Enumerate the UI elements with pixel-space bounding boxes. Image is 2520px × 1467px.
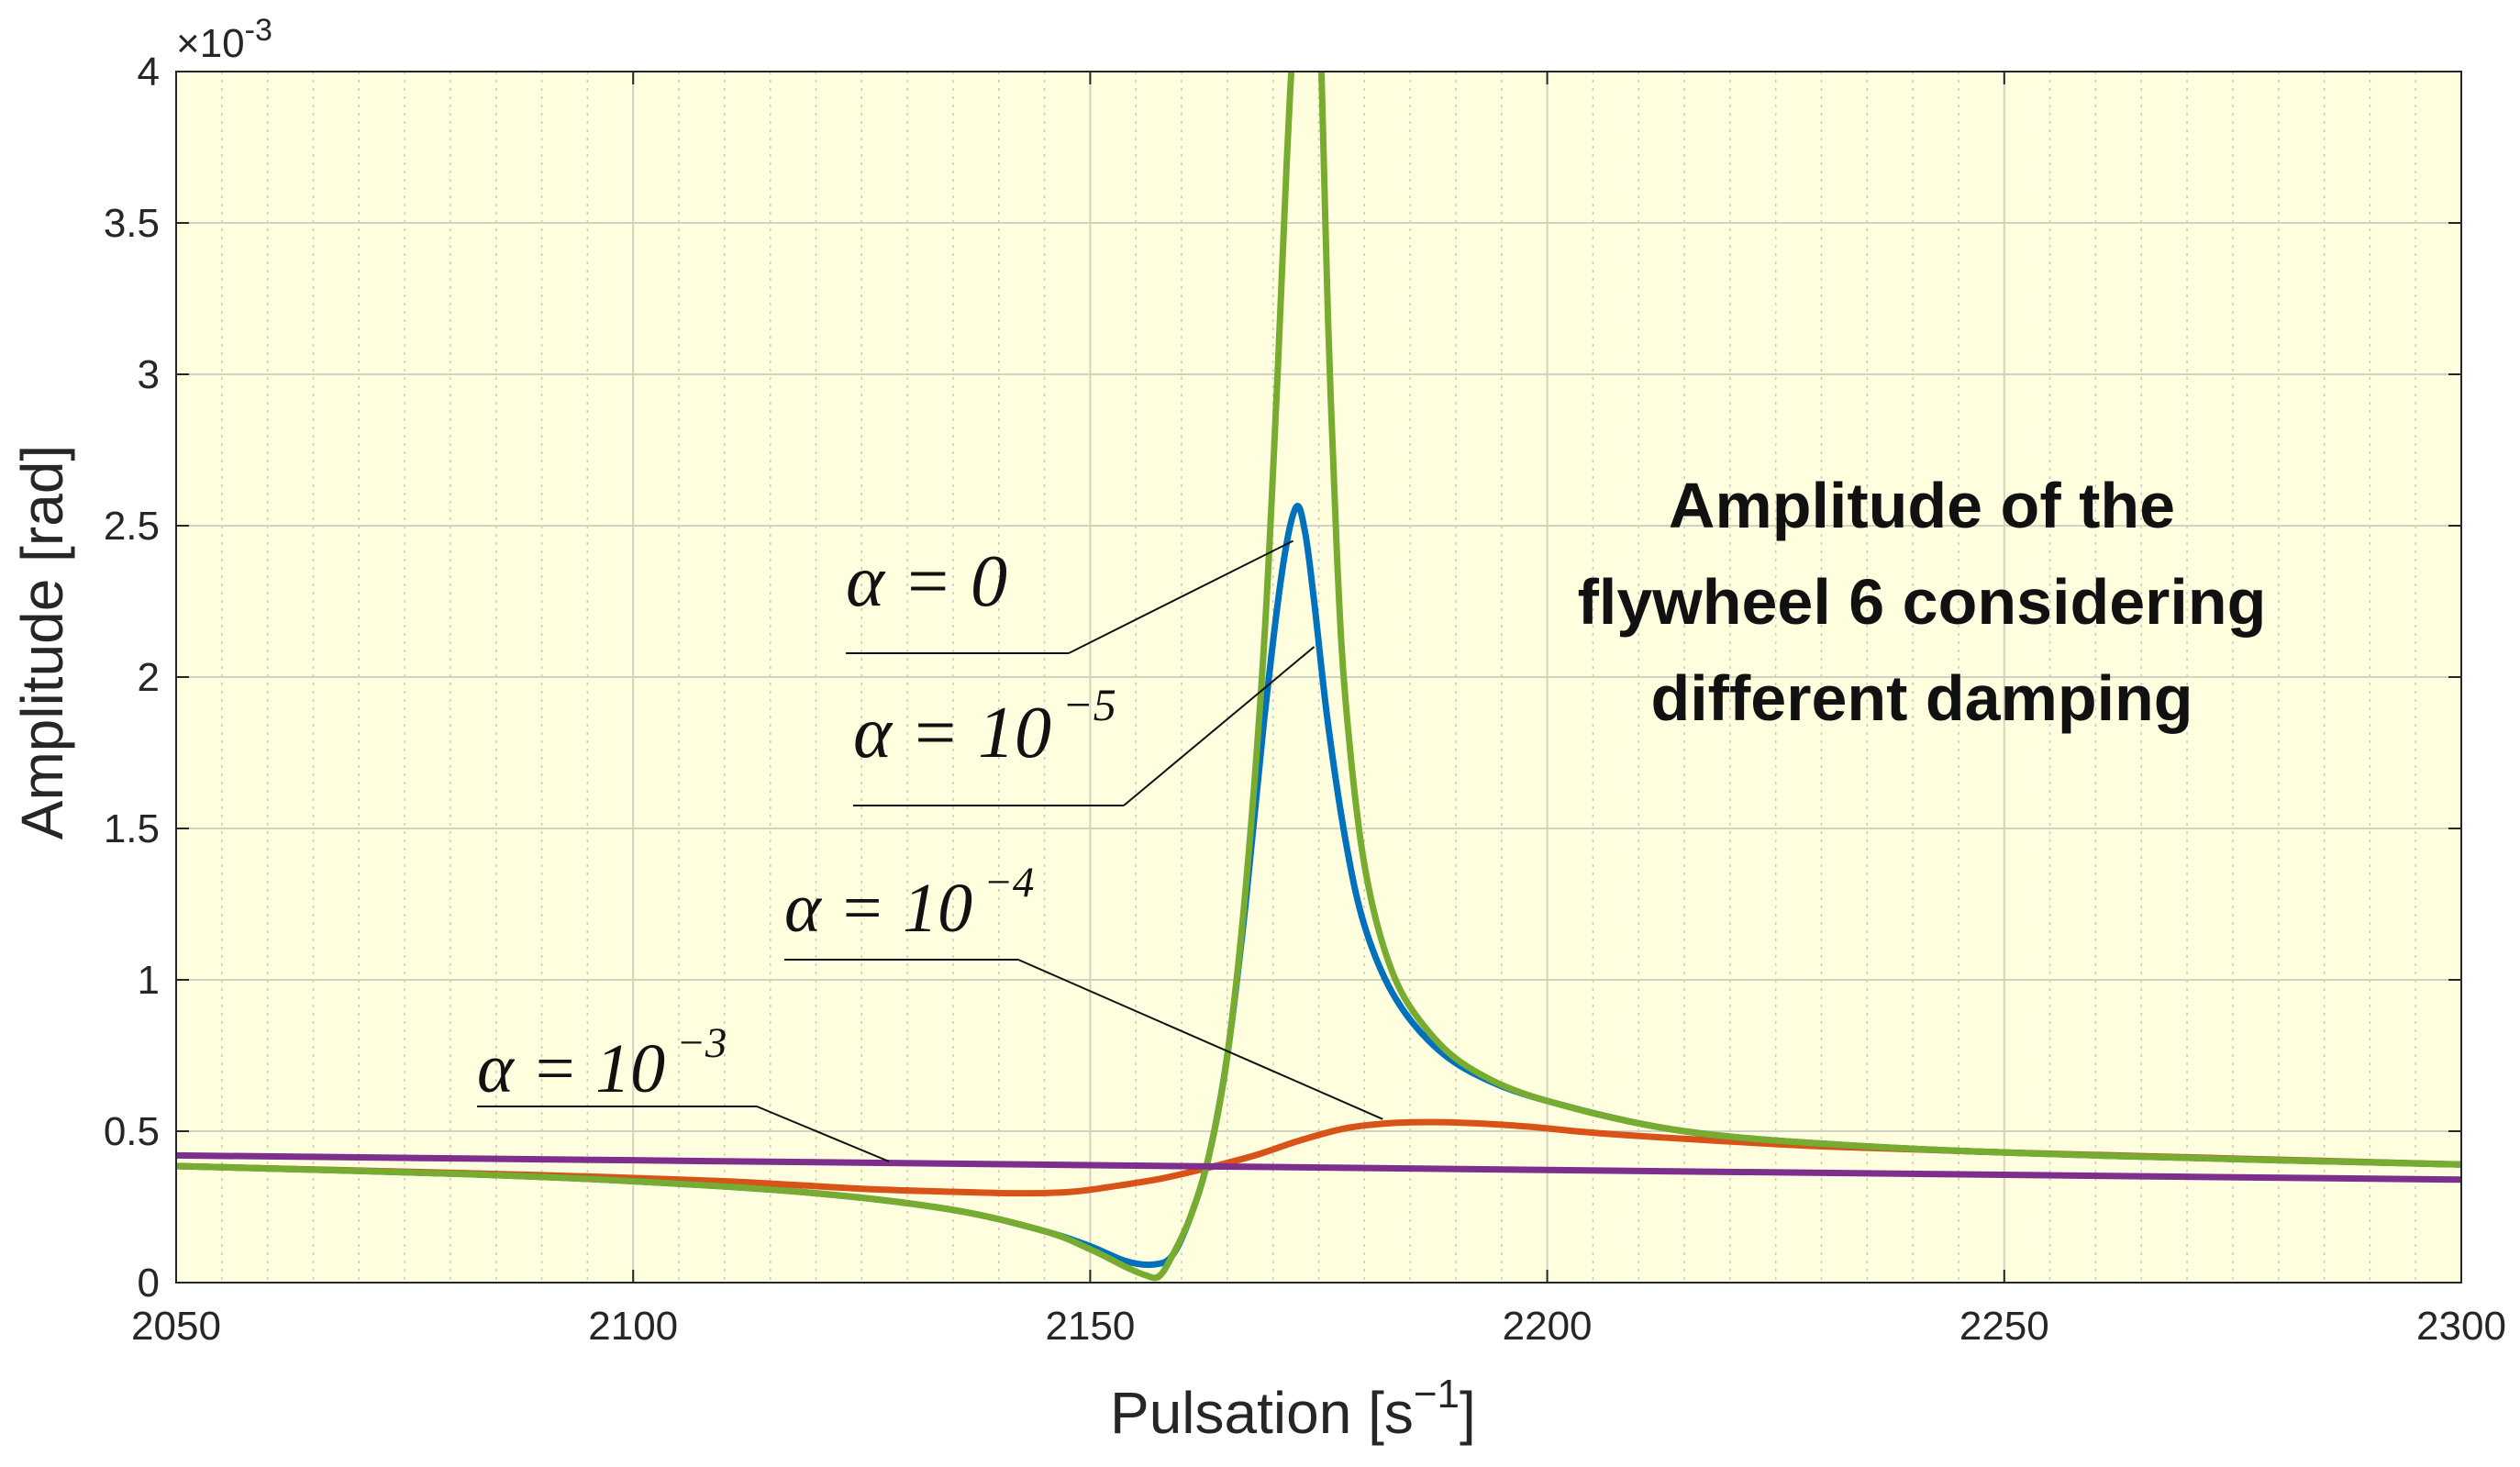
- minor-grid: [221, 72, 2416, 1283]
- annotation-label-exponent: −5: [1062, 679, 1116, 730]
- annotation-layer: α = 0α = 10 −5α = 10 −4α = 10 −3: [477, 539, 1383, 1162]
- annotation-label-base: α = 10: [853, 693, 1051, 773]
- x-tick-label: 2250: [1959, 1304, 2049, 1349]
- chart-title: Amplitude of the flywheel 6 considering …: [1578, 470, 2267, 734]
- chart-title-line-2: flywheel 6 considering: [1578, 566, 2267, 638]
- y-tick-label: 1: [138, 958, 160, 1003]
- series-line-4: [176, 72, 2461, 1282]
- y-tick-label: 0.5: [104, 1109, 160, 1154]
- annotation-leader: [756, 1106, 890, 1162]
- annotation-label: α = 10 −5: [853, 679, 1116, 773]
- series-layer: [176, 72, 2461, 1282]
- annotation-label: α = 10 −4: [784, 859, 1034, 947]
- y-tick-label: 3.5: [104, 201, 160, 246]
- y-tick-label: 0: [138, 1261, 160, 1306]
- y-axis-label: Amplitude [rad]: [9, 445, 75, 839]
- y-tick-label: 3: [138, 352, 160, 397]
- annotation-label-exponent: −4: [983, 859, 1034, 906]
- annotation-label-base: α = 10: [477, 1030, 665, 1107]
- x-tick-label: 2200: [1503, 1304, 1593, 1349]
- annotation-label-exponent: −3: [676, 1019, 727, 1067]
- y-multiplier-exponent: -3: [245, 13, 272, 48]
- x-axis-label: Pulsation [s−1]: [1110, 1372, 1476, 1446]
- x-tick-label: 2100: [588, 1304, 678, 1349]
- y-tick-label: 4: [138, 50, 160, 94]
- chart-title-line-1: Amplitude of the: [1669, 470, 2175, 541]
- series-line-1: [176, 1151, 2461, 1184]
- annotation-label-base: α = 0: [846, 541, 1007, 622]
- chart-title-line-3: different damping: [1650, 662, 2193, 734]
- annotation-leader: [1068, 539, 1294, 654]
- x-axis-label-exponent: −1: [1414, 1372, 1460, 1417]
- annotation-leader: [1123, 646, 1316, 806]
- tick-layer: 2050 2100 2150 2200 2250 2300 0 0.5 1 1.5 2 2.5 3 3.5…: [104, 50, 2506, 1349]
- x-tick-label: 2300: [2416, 1304, 2506, 1349]
- annotation-label-base: α = 10: [784, 870, 972, 947]
- y-multiplier: ×10-3: [176, 13, 272, 66]
- y-tick-label: 2.5: [104, 504, 160, 549]
- x-axis-label-end: ]: [1460, 1380, 1476, 1446]
- annotation-label: α = 0: [846, 541, 1007, 622]
- x-tick-label: 2150: [1045, 1304, 1135, 1349]
- y-tick-label: 2: [138, 655, 160, 700]
- annotation-label: α = 10 −3: [477, 1019, 727, 1107]
- y-tick-label: 1.5: [104, 806, 160, 851]
- x-tick-label: 2050: [131, 1304, 221, 1349]
- annotation-leader: [1017, 959, 1383, 1120]
